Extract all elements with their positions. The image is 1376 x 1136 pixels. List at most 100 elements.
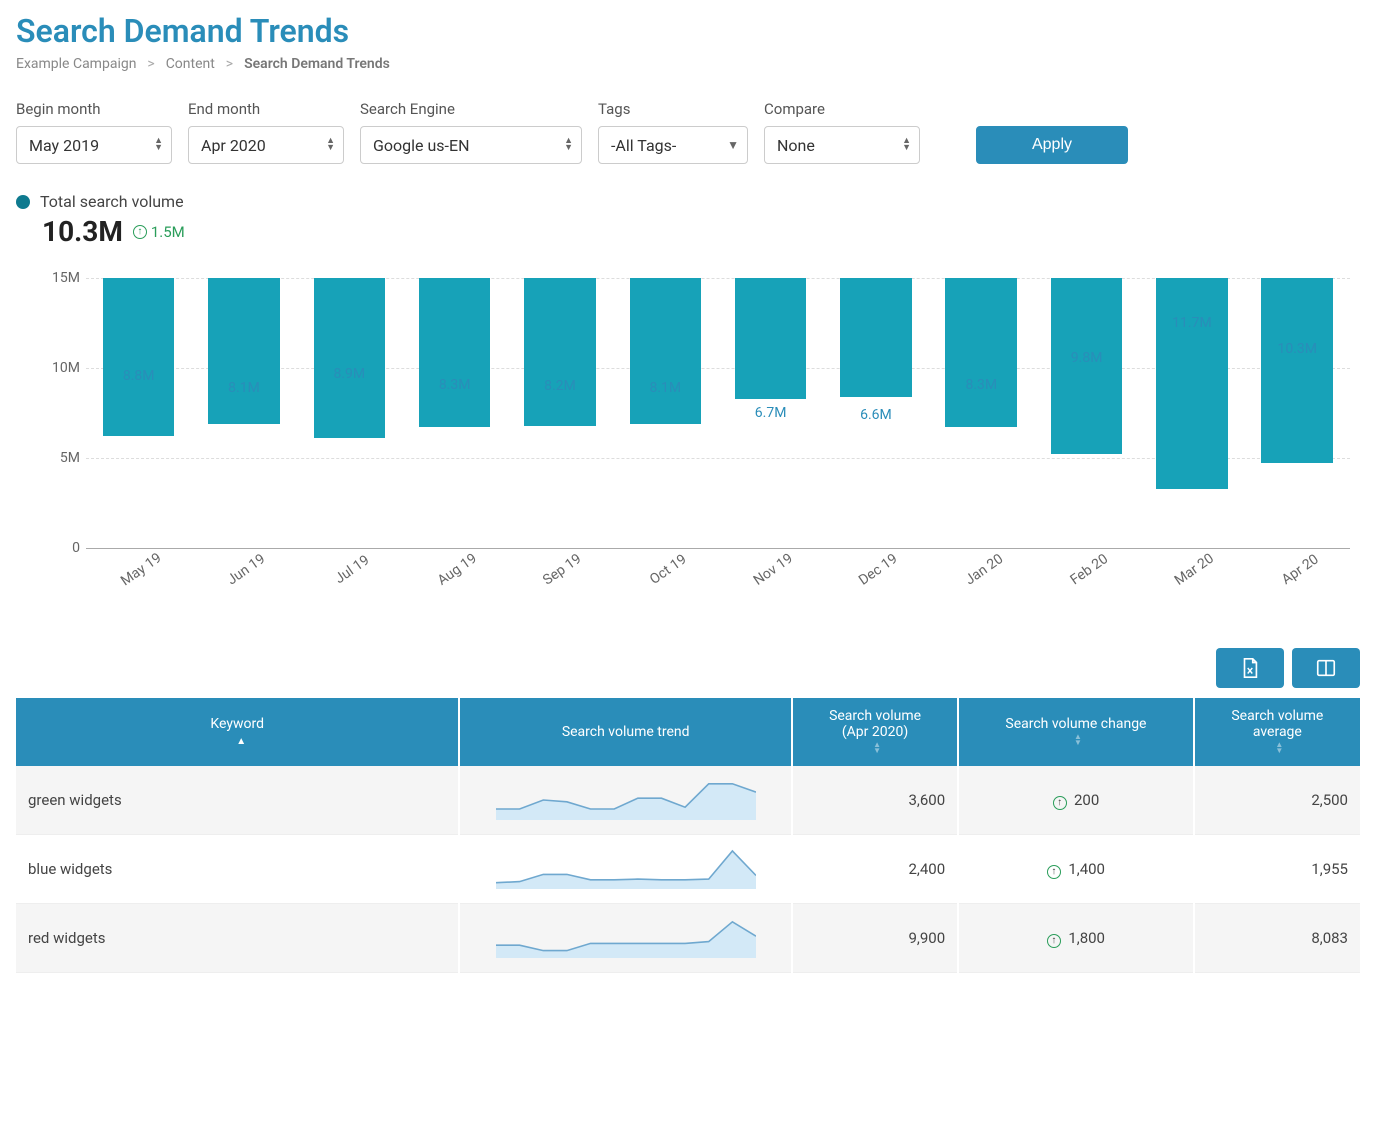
chart-bar[interactable] (840, 278, 912, 397)
cell-average: 1,955 (1194, 835, 1360, 904)
select-arrows-icon: ▲▼ (902, 138, 911, 152)
filters-row: Begin month May 2019 ▲▼ End month Apr 20… (16, 100, 1360, 164)
arrow-up-circle-icon (1053, 796, 1067, 810)
chart-bar-label: 10.3M (1278, 341, 1318, 357)
cell-keyword: green widgets (16, 766, 459, 835)
table-row[interactable]: blue widgets 2,400 1,4001,955 (16, 835, 1360, 904)
cell-keyword: red widgets (16, 904, 459, 973)
columns-button[interactable] (1292, 648, 1360, 688)
chart-bar-slot: 8.1M (613, 278, 718, 548)
filter-label-begin-month: Begin month (16, 100, 172, 118)
cell-average: 8,083 (1194, 904, 1360, 973)
export-excel-button[interactable] (1216, 648, 1284, 688)
sparkline (496, 780, 756, 820)
cell-volume: 3,600 (792, 766, 958, 835)
breadcrumb-item[interactable]: Content (166, 56, 215, 72)
chart-bar[interactable] (103, 278, 175, 436)
sort-asc-icon: ▲ (236, 736, 246, 747)
arrow-up-circle-icon (133, 225, 147, 239)
sparkline (496, 849, 756, 889)
compare-value: None (777, 136, 815, 155)
chart-y-tick: 10M (32, 360, 80, 376)
page-title: Search Demand Trends (16, 12, 1360, 50)
chart-bar[interactable] (1156, 278, 1228, 489)
chart-bar[interactable] (524, 278, 596, 426)
chart-bar[interactable] (419, 278, 491, 427)
breadcrumb-sep: > (144, 56, 158, 72)
arrow-up-circle-icon (1047, 865, 1061, 879)
chart-bar-slot: 6.6M (823, 278, 928, 548)
cell-trend (459, 835, 792, 904)
chevron-down-icon: ▼ (727, 139, 739, 151)
cell-keyword: blue widgets (16, 835, 459, 904)
chart-bar-slot: 11.7M (1139, 278, 1244, 548)
chart-bar-label: 8.9M (333, 366, 365, 382)
search-engine-value: Google us-EN (373, 136, 469, 155)
tags-value: -All Tags- (611, 136, 676, 155)
tags-select[interactable]: -All Tags- ▼ (598, 126, 748, 164)
chart-bar-slot: 9.8M (1034, 278, 1139, 548)
chart-bar-label: 6.6M (860, 407, 892, 423)
chart-bar[interactable] (945, 278, 1017, 427)
cell-average: 2,500 (1194, 766, 1360, 835)
cell-volume: 2,400 (792, 835, 958, 904)
cell-change: 200 (958, 766, 1194, 835)
chart-bar-slot: 8.2M (507, 278, 612, 548)
chart-bar[interactable] (1261, 278, 1333, 463)
chart-bar-slot: 8.9M (297, 278, 402, 548)
select-arrows-icon: ▲▼ (564, 138, 573, 152)
sort-both-icon: ▲▼ (1074, 734, 1082, 746)
filter-label-end-month: End month (188, 100, 344, 118)
cell-change: 1,400 (958, 835, 1194, 904)
end-month-select[interactable]: Apr 2020 ▲▼ (188, 126, 344, 164)
chart-bar-slot: 8.1M (191, 278, 296, 548)
chart-bar[interactable] (630, 278, 702, 424)
chart-bar-label: 9.8M (1071, 350, 1103, 366)
cell-change: 1,800 (958, 904, 1194, 973)
chart-bar[interactable] (208, 278, 280, 424)
table-actions (16, 648, 1360, 688)
kpi-value-row: 10.3M 1.5M (42, 215, 1360, 248)
table-header-vol[interactable]: Search volume(Apr 2020)▲▼ (792, 698, 958, 766)
table-header-avg[interactable]: Search volumeaverage▲▼ (1194, 698, 1360, 766)
chart-bar-slot: 8.3M (929, 278, 1034, 548)
table-row[interactable]: red widgets 9,900 1,8008,083 (16, 904, 1360, 973)
sparkline (496, 918, 756, 958)
chart-bar[interactable] (735, 278, 807, 399)
chart-bar-label: 11.7M (1172, 315, 1212, 331)
table-header-trend[interactable]: Search volume trend (459, 698, 792, 766)
compare-select[interactable]: None ▲▼ (764, 126, 920, 164)
table-header-change[interactable]: Search volume change▲▼ (958, 698, 1194, 766)
chart-bar-label: 8.1M (649, 380, 681, 396)
chart-bar-label: 8.3M (965, 377, 997, 393)
chart-bar-slot: 10.3M (1245, 278, 1350, 548)
kpi-delta-value: 1.5M (151, 223, 185, 241)
arrow-up-circle-icon (1047, 934, 1061, 948)
chart-y-tick: 5M (32, 450, 80, 466)
chart-y-tick: 0 (32, 540, 80, 556)
breadcrumb-item[interactable]: Example Campaign (16, 56, 136, 72)
select-arrows-icon: ▲▼ (326, 138, 335, 152)
chart-bar[interactable] (314, 278, 386, 438)
volume-bar-chart: 05M10M15M8.8M8.1M8.9M8.3M8.2M8.1M6.7M6.6… (16, 268, 1360, 608)
apply-button[interactable]: Apply (976, 126, 1128, 164)
kpi-dot-icon (16, 195, 30, 209)
sort-both-icon: ▲▼ (1275, 742, 1283, 754)
chart-bar-label: 8.2M (544, 378, 576, 394)
filter-label-search-engine: Search Engine (360, 100, 582, 118)
sort-both-icon: ▲▼ (873, 742, 881, 754)
breadcrumb-current: Search Demand Trends (244, 56, 390, 72)
search-engine-select[interactable]: Google us-EN ▲▼ (360, 126, 582, 164)
table-header-keyword[interactable]: Keyword▲ (16, 698, 459, 766)
table-row[interactable]: green widgets 3,600 2002,500 (16, 766, 1360, 835)
chart-bar-slot: 8.8M (86, 278, 191, 548)
chart-bar-label: 8.3M (439, 377, 471, 393)
columns-icon (1315, 657, 1337, 679)
cell-volume: 9,900 (792, 904, 958, 973)
filter-label-tags: Tags (598, 100, 748, 118)
breadcrumb: Example Campaign > Content > Search Dema… (16, 56, 1360, 72)
cell-trend (459, 766, 792, 835)
file-excel-icon (1239, 657, 1261, 679)
begin-month-select[interactable]: May 2019 ▲▼ (16, 126, 172, 164)
chart-bar[interactable] (1051, 278, 1123, 454)
